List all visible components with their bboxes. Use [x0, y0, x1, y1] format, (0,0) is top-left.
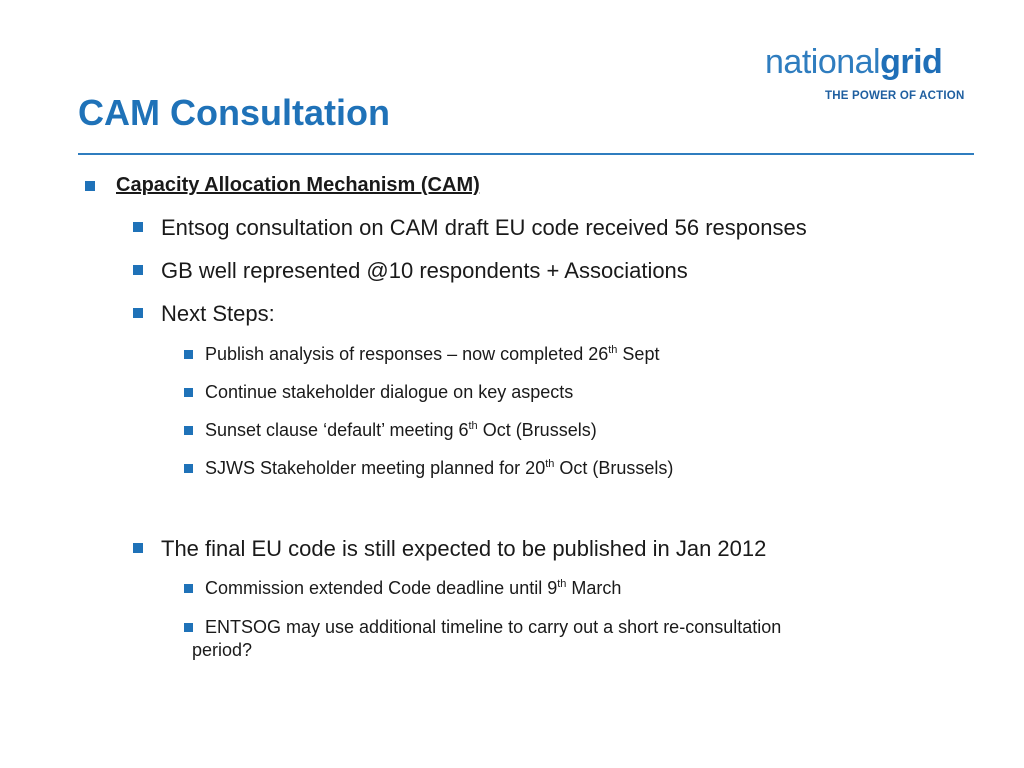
slide-title: CAM Consultation	[78, 92, 390, 133]
square-bullet-icon	[133, 222, 143, 232]
sub-bullet-text: Continue stakeholder dialogue on key asp…	[205, 382, 574, 402]
logo-word-regular: national	[765, 43, 881, 81]
heading-text: Capacity Allocation Mechanism (CAM)	[116, 174, 480, 196]
text-run: Sunset clause ‘default’ meeting 6	[205, 420, 469, 440]
superscript: th	[545, 458, 555, 470]
square-bullet-icon	[133, 265, 143, 275]
sub-bullet-text: Sunset clause ‘default’ meeting 6th Oct …	[205, 420, 597, 441]
text-run: Oct (Brussels)	[477, 420, 597, 440]
square-bullet-icon	[184, 388, 193, 397]
logo-tagline: THE POWER OF ACTION	[825, 90, 965, 102]
bullet-text: The final EU code is still expected to b…	[161, 536, 767, 561]
square-bullet-icon	[133, 543, 143, 553]
sub-bullet-text: Commission extended Code deadline until …	[205, 578, 621, 599]
sub-bullet-text: SJWS Stakeholder meeting planned for 20t…	[205, 458, 673, 479]
superscript: th	[468, 420, 478, 432]
title-divider	[78, 153, 974, 155]
text-run: SJWS Stakeholder meeting planned for 20	[205, 458, 546, 478]
bullet-text: Next Steps:	[161, 301, 275, 326]
bullet-text: Entsog consultation on CAM draft EU code…	[161, 215, 807, 240]
square-bullet-icon	[184, 464, 193, 473]
square-bullet-icon	[184, 623, 193, 632]
bullet-text: GB well represented @10 respondents + As…	[161, 258, 688, 283]
sub-bullet-text: Publish analysis of responses – now comp…	[205, 344, 659, 365]
national-grid-logo: nationalgrid THE POWER OF ACTION	[765, 42, 975, 102]
superscript: th	[557, 578, 567, 590]
square-bullet-icon	[85, 181, 95, 191]
square-bullet-icon	[184, 584, 193, 593]
text-run: Publish analysis of responses – now comp…	[205, 344, 609, 364]
square-bullet-icon	[184, 350, 193, 359]
sub-bullet-text: period?	[192, 640, 253, 660]
square-bullet-icon	[184, 426, 193, 435]
superscript: th	[608, 344, 618, 356]
text-run: Oct (Brussels)	[554, 458, 674, 478]
sub-bullet-text: ENTSOG may use additional timeline to ca…	[205, 617, 782, 637]
square-bullet-icon	[133, 308, 143, 318]
text-run: March	[566, 578, 622, 598]
text-run: Sept	[617, 344, 660, 364]
logo-wordmark: nationalgrid	[765, 42, 975, 82]
text-run: Commission extended Code deadline until …	[205, 578, 558, 598]
logo-word-bold: grid	[880, 43, 943, 81]
